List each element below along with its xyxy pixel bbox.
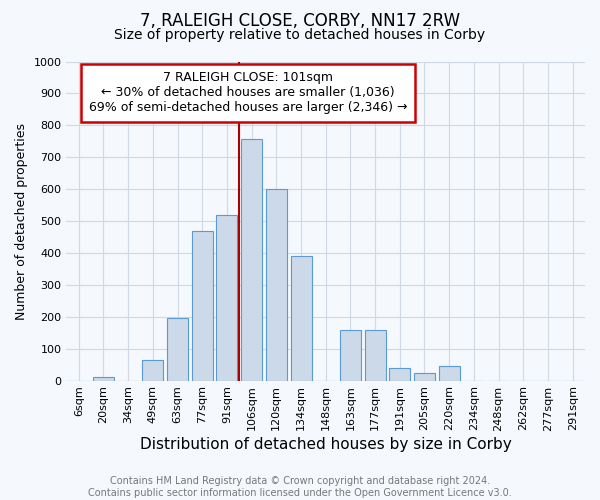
Bar [266,189,287,380]
Bar [340,330,361,380]
Bar [241,139,262,380]
X-axis label: Distribution of detached houses by size in Corby: Distribution of detached houses by size … [140,438,512,452]
Bar [142,360,163,380]
Bar [93,376,114,380]
Text: Contains HM Land Registry data © Crown copyright and database right 2024.
Contai: Contains HM Land Registry data © Crown c… [88,476,512,498]
Bar [389,368,410,380]
Bar [192,231,213,380]
Bar [365,330,386,380]
Bar [167,318,188,380]
Bar [217,214,238,380]
Text: 7 RALEIGH CLOSE: 101sqm
← 30% of detached houses are smaller (1,036)
69% of semi: 7 RALEIGH CLOSE: 101sqm ← 30% of detache… [89,71,407,114]
Text: 7, RALEIGH CLOSE, CORBY, NN17 2RW: 7, RALEIGH CLOSE, CORBY, NN17 2RW [140,12,460,30]
Y-axis label: Number of detached properties: Number of detached properties [15,122,28,320]
Bar [290,256,311,380]
Bar [439,366,460,380]
Bar [414,372,435,380]
Text: Size of property relative to detached houses in Corby: Size of property relative to detached ho… [115,28,485,42]
